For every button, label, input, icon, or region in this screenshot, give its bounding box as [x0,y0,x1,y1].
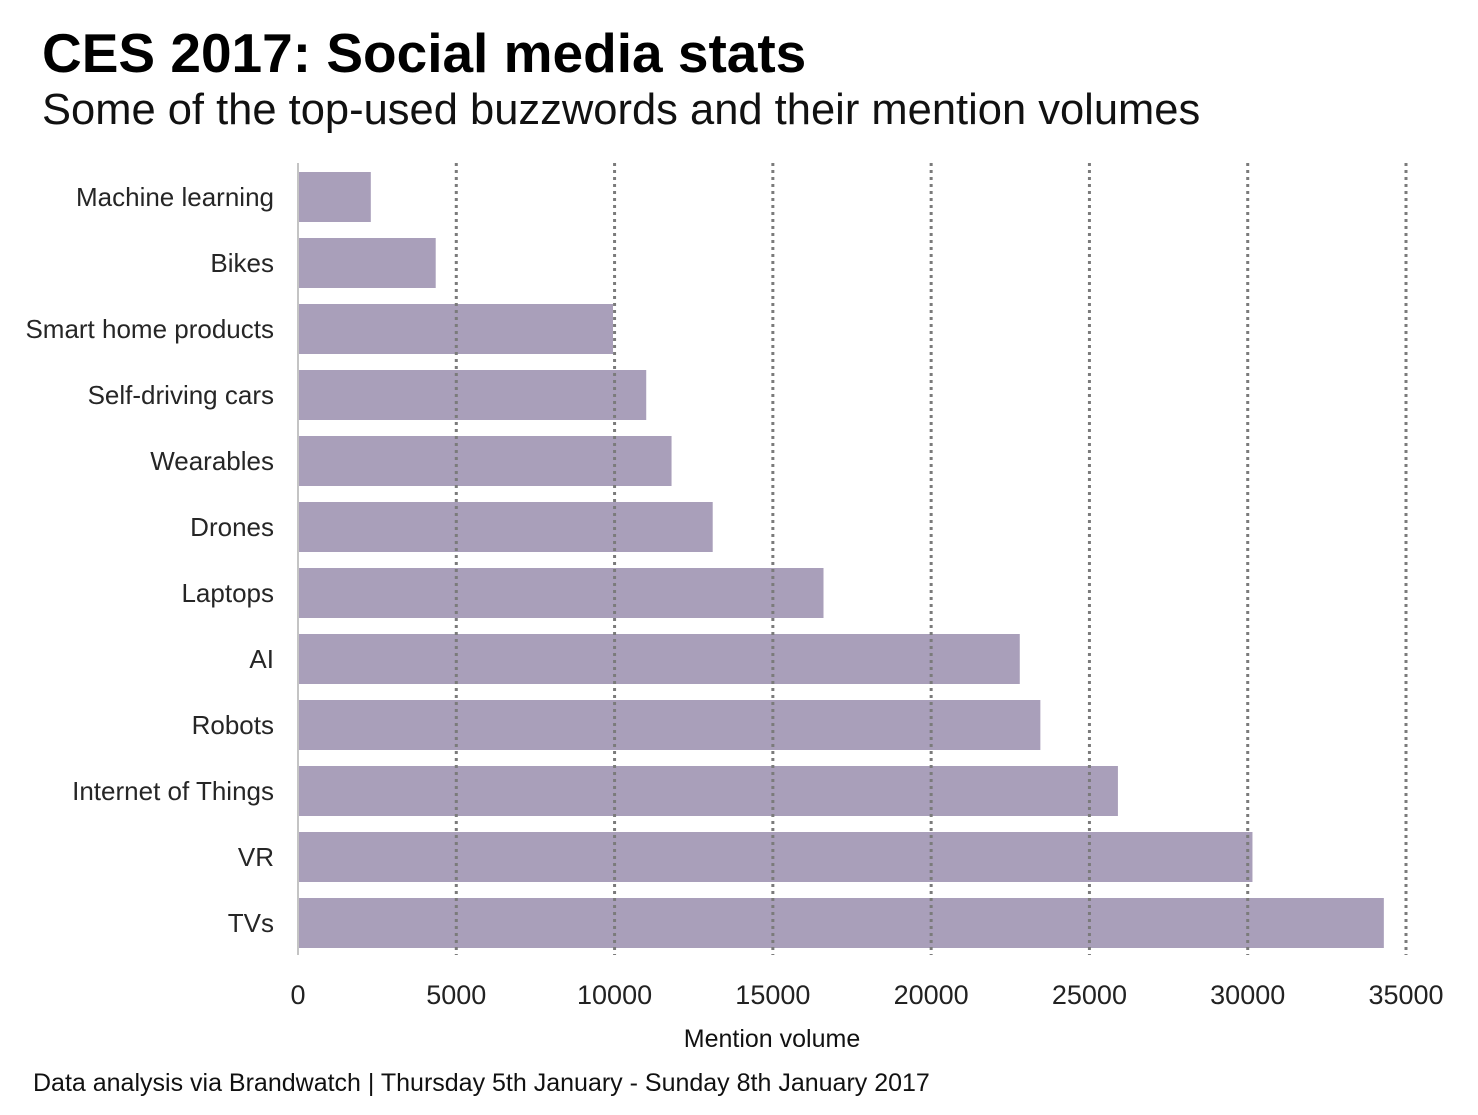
bars [298,172,1384,948]
chart-subtitle: Some of the top-used buzzwords and their… [42,86,1201,134]
bar-drones [298,502,713,552]
x-tick-label-15000: 15000 [735,980,810,1010]
x-tick-label-5000: 5000 [426,980,486,1010]
category-label-smart-home-products: Smart home products [25,314,274,344]
category-label-internet-of-things: Internet of Things [72,776,274,806]
bar-wearables [298,436,672,486]
category-label-vr: VR [238,842,274,872]
category-labels: Machine learning Bikes Smart home products… [25,182,274,938]
x-tick-label-20000: 20000 [894,980,969,1010]
category-label-drones: Drones [190,512,274,542]
x-tick-label-0: 0 [290,980,305,1010]
x-tick-labels: 0 5000 10000 15000 20000 25000 30000 35000 [290,980,1443,1010]
bar-internet-of-things [298,766,1118,816]
category-label-ai: AI [249,644,274,674]
category-label-tvs: TVs [228,908,274,938]
x-tick-label-10000: 10000 [577,980,652,1010]
category-label-laptops: Laptops [181,578,274,608]
category-label-self-driving-cars: Self-driving cars [88,380,274,410]
bar-machine-learning [298,172,371,222]
x-tick-label-30000: 30000 [1210,980,1285,1010]
bar-robots [298,700,1041,750]
x-tick-label-25000: 25000 [1052,980,1127,1010]
bar-tvs [298,898,1384,948]
bar-ai [298,634,1020,684]
category-label-machine-learning: Machine learning [76,182,274,212]
bar-bikes [298,238,436,288]
x-tick-label-35000: 35000 [1368,980,1443,1010]
chart-title: CES 2017: Social media stats [42,22,807,84]
bar-self-driving-cars [298,370,647,420]
bar-vr [298,832,1253,882]
source-note: Data analysis via Brandwatch | Thursday … [33,1069,930,1097]
gridlines [454,163,1408,955]
bar-laptops [298,568,824,618]
category-label-bikes: Bikes [210,248,274,278]
category-label-wearables: Wearables [150,446,274,476]
x-axis-label: Mention volume [684,1025,860,1053]
category-label-robots: Robots [192,710,274,740]
